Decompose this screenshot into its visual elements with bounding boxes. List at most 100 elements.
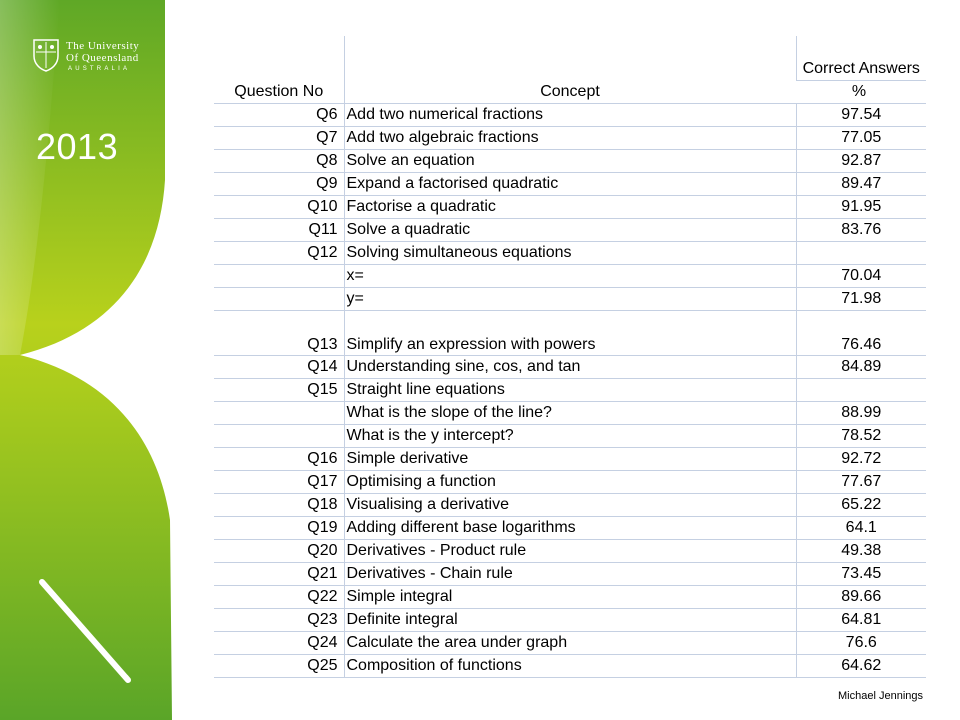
table-row: Q20 Derivatives - Product rule 49.38: [214, 539, 926, 563]
university-logo: The University Of Queensland AUSTRALIA: [32, 38, 192, 78]
table-header-unit-row: %: [214, 80, 926, 104]
question-number-cell: Q24: [214, 631, 344, 655]
concept-cell: Add two numerical fractions: [343, 103, 796, 127]
table-row: Q12 Solving simultaneous equations: [214, 241, 926, 265]
percent-correct-cell: 73.45: [795, 562, 926, 586]
concept-cell: What is the slope of the line?: [343, 401, 796, 425]
concept-cell: Factorise a quadratic: [343, 195, 796, 219]
table-row: Q7 Add two algebraic fractions 77.05: [214, 126, 926, 150]
question-number-cell: Q16: [214, 447, 344, 471]
concept-cell: Derivatives - Chain rule: [343, 562, 796, 586]
percent-correct-cell: 92.87: [795, 149, 926, 173]
concept-cell: Straight line equations: [343, 378, 796, 402]
question-number-cell: Q20: [214, 539, 344, 563]
table-row: Q24 Calculate the area under graph 76.6: [214, 631, 926, 655]
percent-correct-cell: 89.47: [795, 172, 926, 196]
table-row: Q21 Derivatives - Chain rule 73.45: [214, 562, 926, 586]
concept-cell: Definite integral: [343, 608, 796, 632]
question-number-cell: Q11: [214, 218, 344, 242]
percent-correct-cell: 77.05: [795, 126, 926, 150]
percent-correct-cell: 88.99: [795, 401, 926, 425]
author-footer: Michael Jennings: [838, 690, 923, 702]
table-row: Q9 Expand a factorised quadratic 89.47: [214, 172, 926, 196]
percent-correct-cell: 49.38: [795, 539, 926, 563]
percent-correct-cell: 84.89: [795, 355, 926, 379]
table-row: y= 71.98: [214, 287, 926, 311]
concept-cell: Simple integral: [343, 585, 796, 609]
percent-correct-cell: 78.52: [795, 424, 926, 448]
question-number-cell: Q7: [214, 126, 344, 150]
question-number-cell: Q6: [214, 103, 344, 127]
concept-cell: Understanding sine, cos, and tan: [343, 355, 796, 379]
table-row: Q17 Optimising a function 77.67: [214, 470, 926, 494]
percent-correct-cell: 91.95: [795, 195, 926, 219]
question-number-cell: Q15: [214, 378, 344, 402]
table-row: Q22 Simple integral 89.66: [214, 585, 926, 609]
question-number-cell: Q25: [214, 654, 344, 678]
table-row: Q13 Simplify an expression with powers 76.…: [214, 310, 926, 356]
question-number-cell: Q13: [214, 310, 344, 356]
table-row: x= 70.04: [214, 264, 926, 288]
table-row: Q14 Understanding sine, cos, and tan 84.89: [214, 355, 926, 379]
question-number-cell: Q14: [214, 355, 344, 379]
question-number-cell: [214, 424, 344, 448]
header-question-no: Question No: [214, 36, 344, 104]
percent-correct-cell: 76.6: [795, 631, 926, 655]
table-row: Q25 Composition of functions 64.62: [214, 654, 926, 678]
percent-correct-cell: 64.62: [795, 654, 926, 678]
percent-correct-cell: [795, 378, 926, 402]
table-row: Q11 Solve a quadratic 83.76: [214, 218, 926, 242]
logo-text-line1: The University: [66, 40, 140, 52]
table-row: What is the y intercept? 78.52: [214, 424, 926, 448]
question-number-cell: Q21: [214, 562, 344, 586]
concept-cell: Simple derivative: [343, 447, 796, 471]
percent-correct-cell: 64.1: [795, 516, 926, 540]
question-number-cell: Q8: [214, 149, 344, 173]
concept-cell: Adding different base logarithms: [343, 516, 796, 540]
concept-cell: What is the y intercept?: [343, 424, 796, 448]
percent-correct-cell: 71.98: [795, 287, 926, 311]
crest-icon: [33, 39, 59, 72]
results-table: Question No Concept Correct Answers % Q6…: [214, 36, 926, 678]
concept-cell: x=: [343, 264, 796, 288]
percent-correct-cell: 65.22: [795, 493, 926, 517]
table-row: Q8 Solve an equation 92.87: [214, 149, 926, 173]
percent-correct-cell: 64.81: [795, 608, 926, 632]
concept-cell: Solving simultaneous equations: [343, 241, 796, 265]
question-number-cell: Q17: [214, 470, 344, 494]
header-percent-unit: %: [796, 80, 926, 104]
concept-cell: Visualising a derivative: [343, 493, 796, 517]
logo-text-country: AUSTRALIA: [68, 66, 131, 72]
concept-cell: Add two algebraic fractions: [343, 126, 796, 150]
concept-cell: Derivatives - Product rule: [343, 539, 796, 563]
question-number-cell: Q10: [214, 195, 344, 219]
percent-correct-cell: 83.76: [795, 218, 926, 242]
table-row: Q16 Simple derivative 92.72: [214, 447, 926, 471]
slide-year: 2013: [36, 126, 119, 167]
question-number-cell: Q18: [214, 493, 344, 517]
percent-correct-cell: [795, 241, 926, 265]
percent-correct-cell: 77.67: [795, 470, 926, 494]
concept-cell: Composition of functions: [343, 654, 796, 678]
results-table-container: Question No Concept Correct Answers % Q6…: [214, 36, 926, 684]
table-row: Q10 Factorise a quadratic 91.95: [214, 195, 926, 219]
question-number-cell: Q19: [214, 516, 344, 540]
table-header-row: Question No Concept Correct Answers: [214, 36, 926, 104]
question-number-cell: [214, 264, 344, 288]
header-concept: Concept: [343, 36, 796, 104]
table-row: Q23 Definite integral 64.81: [214, 608, 926, 632]
question-number-cell: Q22: [214, 585, 344, 609]
percent-correct-cell: 89.66: [795, 585, 926, 609]
percent-correct-cell: 70.04: [795, 264, 926, 288]
percent-correct-cell: 97.54: [795, 103, 926, 127]
percent-correct-cell: 92.72: [795, 447, 926, 471]
question-number-cell: Q23: [214, 608, 344, 632]
concept-cell: y=: [343, 287, 796, 311]
table-row: Q15 Straight line equations: [214, 378, 926, 402]
concept-cell: Solve a quadratic: [343, 218, 796, 242]
question-number-cell: [214, 287, 344, 311]
decorative-green-panel: [0, 0, 172, 720]
question-number-cell: [214, 401, 344, 425]
table-row: Q18 Visualising a derivative 65.22: [214, 493, 926, 517]
table-row: What is the slope of the line? 88.99: [214, 401, 926, 425]
